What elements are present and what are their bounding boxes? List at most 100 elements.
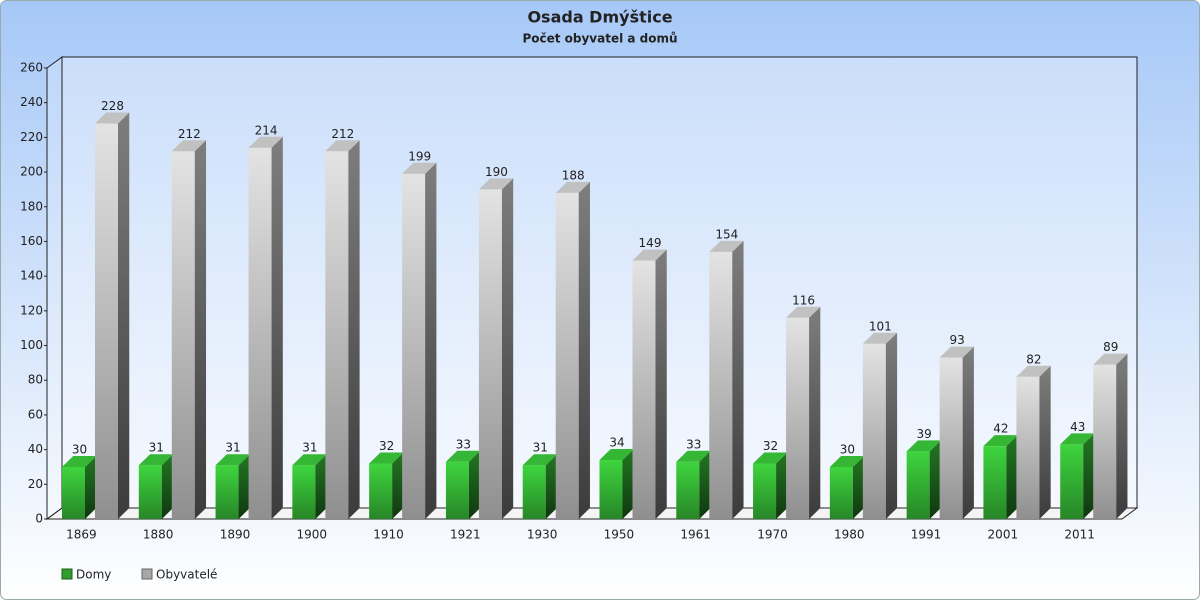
bar-side [545, 454, 557, 519]
bar-side [392, 452, 404, 519]
bar-side [929, 440, 941, 519]
data-label: 89 [1103, 340, 1118, 354]
bar [95, 112, 130, 519]
x-tick-label: 1980 [834, 528, 865, 542]
bar [478, 178, 514, 519]
data-label: 31 [149, 441, 164, 455]
bar-front [138, 465, 162, 519]
bar-front [522, 465, 546, 519]
y-tick-label: 220 [20, 130, 43, 144]
floor [45, 507, 1139, 520]
bar [709, 240, 744, 519]
bar [215, 454, 250, 519]
bar [522, 454, 557, 519]
bar [1016, 365, 1051, 519]
bar-front [171, 151, 195, 519]
bar-front [983, 446, 1007, 519]
data-label: 31 [533, 441, 548, 455]
bar-top [369, 452, 404, 464]
bar-side [194, 140, 207, 519]
bar-front [753, 463, 777, 519]
bar-top [325, 140, 360, 152]
data-label: 39 [917, 427, 932, 441]
x-tick-label: 1950 [604, 528, 635, 542]
data-label: 32 [379, 439, 394, 453]
bar-front [445, 461, 469, 519]
bar-front [939, 357, 963, 519]
plot [62, 112, 1128, 520]
y-tick-label: 20 [28, 477, 43, 491]
bar-side [1006, 435, 1018, 519]
bar-front [1060, 444, 1084, 519]
bar-top [1093, 353, 1128, 365]
data-label: 214 [255, 123, 278, 137]
x-tick-label: 1970 [757, 528, 788, 542]
bar-top [676, 450, 711, 462]
bar-side [655, 249, 667, 520]
bar-side [425, 162, 437, 520]
bar-side [732, 240, 744, 519]
bar-front [599, 460, 623, 519]
bar [138, 454, 174, 519]
data-label: 34 [609, 436, 624, 450]
bar-top [862, 332, 898, 344]
x-tick-label: 1890 [220, 528, 251, 542]
bar-side [699, 450, 711, 519]
bar-side [962, 346, 974, 519]
bar-side [809, 306, 821, 519]
bar-top [248, 136, 283, 148]
bar [555, 181, 590, 519]
chart-subtitle: Počet obyvatel a domů [522, 32, 677, 46]
bar-top [1016, 365, 1051, 377]
bar-front [1016, 376, 1040, 519]
data-label: 190 [485, 165, 508, 179]
bar-front [676, 461, 700, 519]
bar-side [1039, 365, 1051, 519]
x-tick-label: 1961 [680, 528, 711, 542]
x-tick-label: 1921 [450, 528, 481, 542]
bar-side [118, 112, 130, 519]
bar-side [885, 332, 898, 519]
bar [402, 162, 437, 520]
data-label: 154 [715, 227, 738, 241]
data-label: 188 [562, 168, 585, 182]
y-tick-label: 240 [20, 95, 43, 109]
bar-side [315, 454, 327, 519]
bar-side [1116, 353, 1128, 519]
y-tick-label: 60 [28, 407, 43, 421]
bar [632, 249, 667, 520]
x-tick-label: 2011 [1064, 528, 1095, 542]
data-label: 33 [686, 437, 701, 451]
data-label: 93 [950, 333, 965, 347]
x-tick-label: 1869 [66, 528, 97, 542]
bar-front [906, 451, 930, 519]
y-tick-label: 140 [20, 269, 43, 283]
bar [906, 440, 941, 519]
bar-top [632, 249, 667, 261]
x-tick-label: 2001 [988, 528, 1019, 542]
bar [786, 306, 821, 519]
data-label: 42 [993, 422, 1008, 436]
y-tick-label: 100 [20, 338, 43, 352]
data-label: 149 [639, 236, 662, 250]
bar-top [599, 449, 634, 461]
data-label: 116 [792, 293, 815, 307]
bar-front [402, 173, 426, 520]
bar-top [95, 112, 130, 124]
x-tick-label: 1880 [143, 528, 174, 542]
bar-top [522, 454, 557, 466]
bar-front [1093, 364, 1117, 519]
bar-side [622, 449, 634, 519]
y-tick-label: 40 [28, 442, 43, 456]
bar [369, 452, 404, 519]
back-wall [61, 56, 1138, 509]
bar-top [402, 162, 437, 174]
bar-top [445, 450, 481, 462]
legend-label: Obyvatelé [156, 568, 217, 582]
bar [939, 346, 974, 519]
bar [292, 454, 327, 519]
bar-front [632, 260, 656, 519]
bar-top [555, 181, 590, 193]
bar-side [1083, 433, 1095, 519]
side-wall [46, 56, 63, 520]
